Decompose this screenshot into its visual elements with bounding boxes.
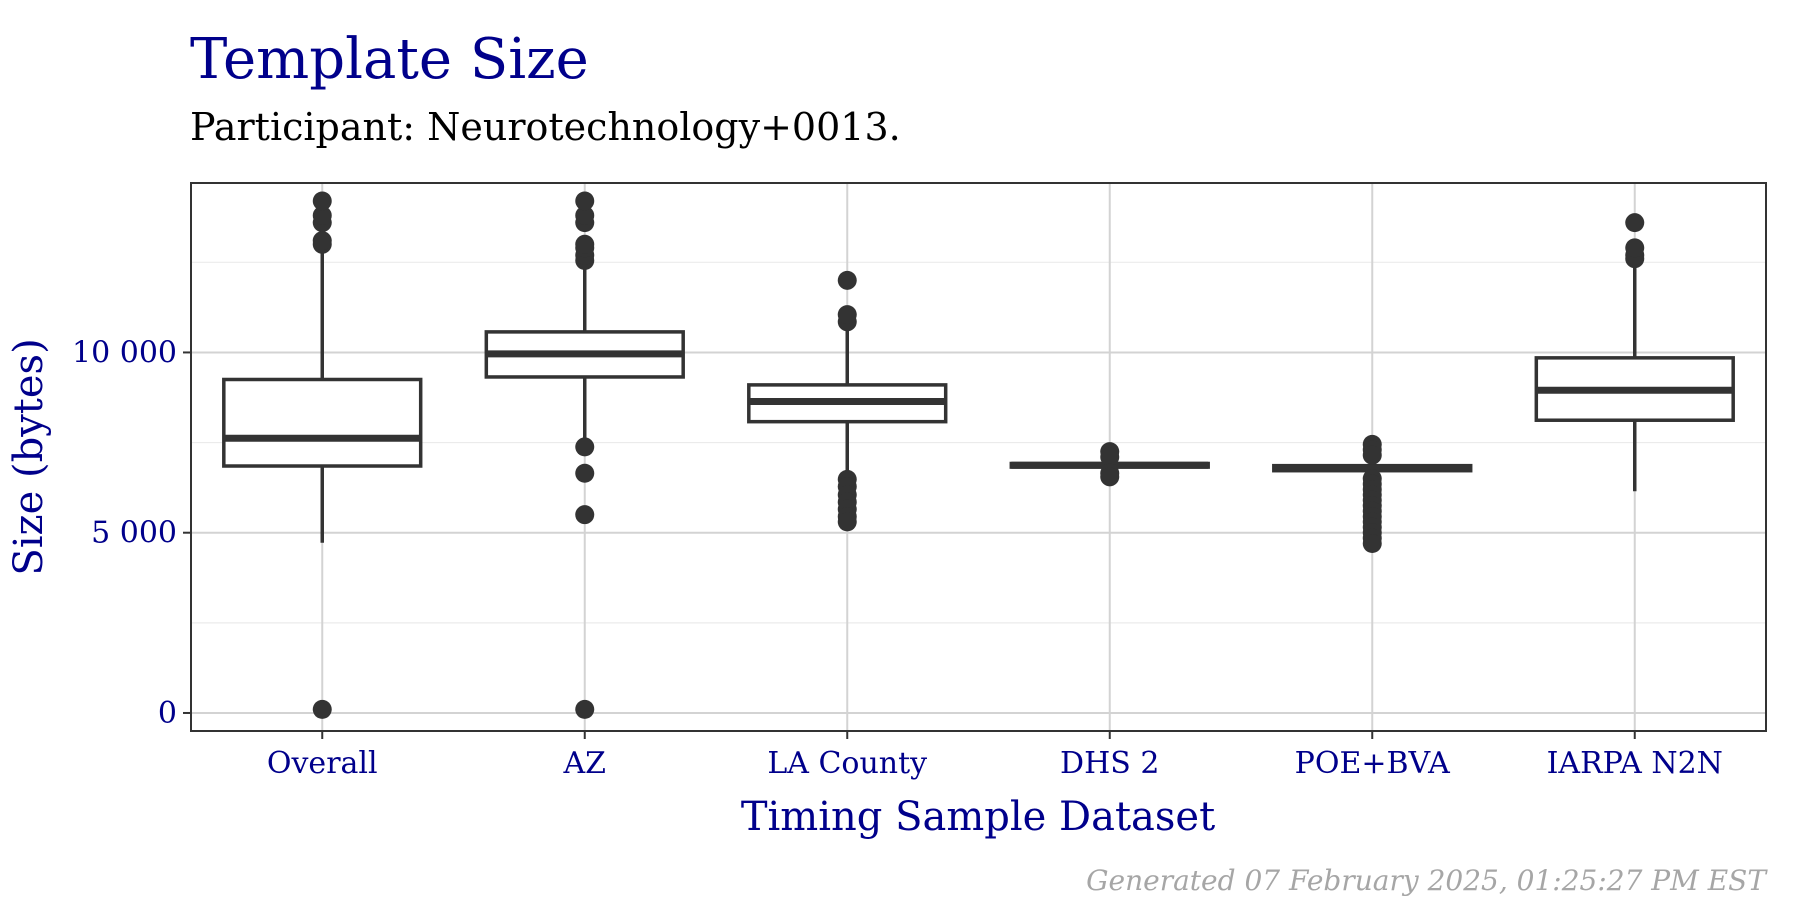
outlier-point — [575, 437, 595, 457]
x-axis-ticks: Overall AZ LA County DHS 2 POE+BVA IARPA N2N — [267, 731, 1723, 781]
outlier-point — [837, 270, 857, 290]
box-iqr — [222, 377, 423, 468]
chart-title: Template Size — [190, 27, 589, 92]
outlier-point — [575, 234, 595, 254]
outlier-point — [837, 512, 857, 532]
outlier-point — [312, 191, 332, 211]
box-dhs-2 — [1009, 442, 1210, 487]
plot-panel-border — [190, 182, 1767, 732]
box-la-county — [747, 270, 948, 532]
x-tick-label: IARPA N2N — [1547, 746, 1723, 781]
outlier-point — [1100, 447, 1120, 467]
y-axis-label: Size (bytes) — [6, 338, 52, 575]
box-iarpa-n2n — [1534, 213, 1735, 492]
outlier-point — [1100, 467, 1120, 487]
x-tick-label: Overall — [267, 746, 378, 781]
outlier-point — [1362, 534, 1382, 554]
box-overall — [222, 191, 423, 719]
outlier-point — [1362, 445, 1382, 465]
box-az — [484, 191, 685, 719]
x-tick-label: AZ — [562, 746, 606, 781]
x-tick-label: DHS 2 — [1060, 746, 1159, 781]
chart-subtitle: Participant: Neurotechnology+0013. — [190, 105, 901, 149]
outlier-point — [312, 699, 332, 719]
boxes-layer — [222, 191, 1735, 719]
outlier-point — [1625, 213, 1645, 233]
plot-panel-background — [191, 183, 1766, 731]
y-tick-label: 0 — [158, 696, 177, 731]
y-tick-label: 10 000 — [72, 335, 177, 370]
x-tick-label: POE+BVA — [1295, 746, 1450, 781]
outlier-point — [575, 205, 595, 225]
y-tick-label: 5 000 — [91, 516, 177, 551]
box-poe-bva — [1272, 434, 1473, 554]
x-tick-label: LA County — [767, 746, 927, 781]
generated-caption: Generated 07 February 2025, 01:25:27 PM … — [1086, 864, 1768, 897]
outlier-point — [575, 505, 595, 525]
outlier-point — [312, 205, 332, 225]
outlier-point — [837, 305, 857, 325]
y-axis-ticks: 0 5 000 10 000 — [72, 335, 191, 731]
outlier-point — [575, 699, 595, 719]
outlier-point — [575, 191, 595, 211]
outlier-point — [1625, 238, 1645, 258]
x-axis-label: Timing Sample Dataset — [741, 794, 1215, 840]
outlier-point — [312, 231, 332, 251]
outlier-point — [575, 463, 595, 483]
